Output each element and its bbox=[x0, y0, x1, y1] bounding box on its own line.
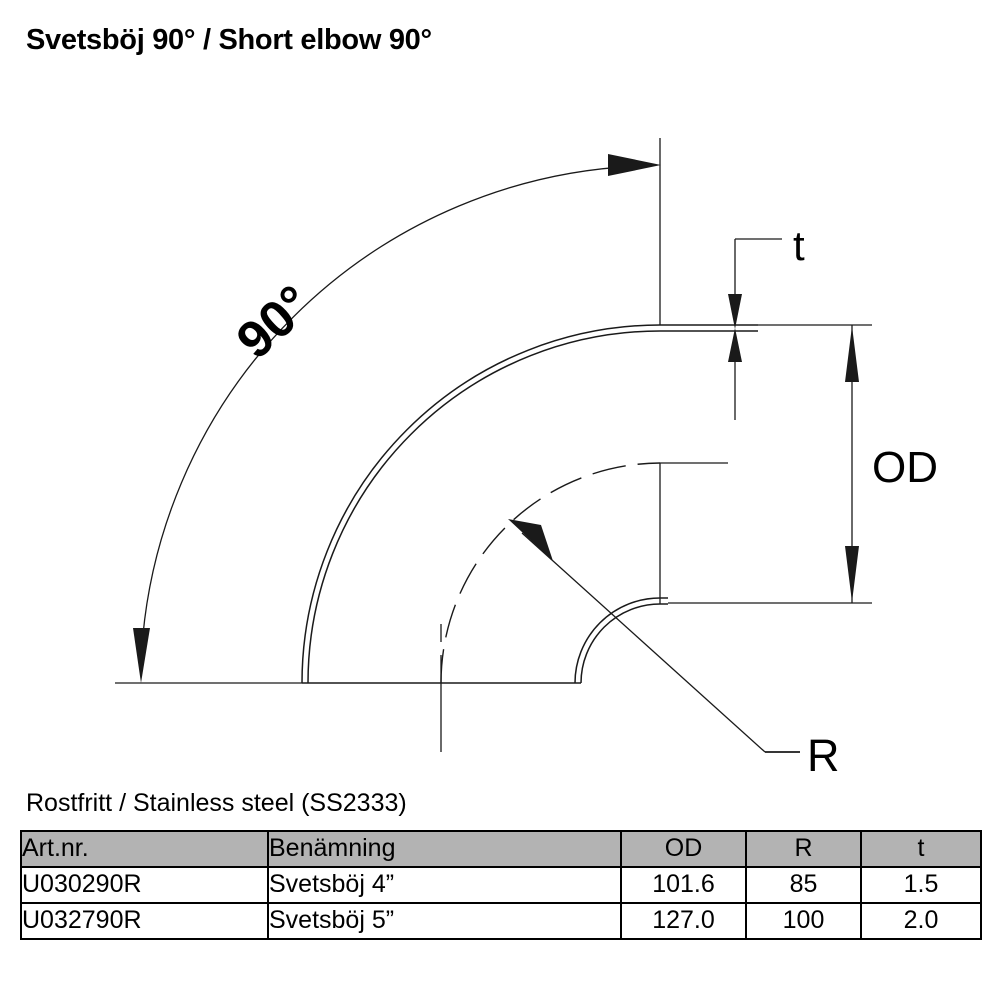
table-header-row: Art.nr. Benämning OD R t bbox=[20, 830, 982, 868]
cell-t: 2.0 bbox=[860, 902, 982, 940]
elbow-outer-wall bbox=[301, 324, 661, 684]
t-dimension bbox=[728, 238, 782, 420]
elbow-right-face bbox=[660, 324, 758, 605]
od-dimension bbox=[845, 325, 859, 603]
column-header-t: t bbox=[860, 830, 982, 868]
column-header-r: R bbox=[745, 830, 862, 868]
cell-od: 101.6 bbox=[620, 866, 747, 904]
cell-t: 1.5 bbox=[860, 866, 982, 904]
elbow-throat-wall bbox=[574, 597, 661, 684]
cell-art: U030290R bbox=[20, 866, 269, 904]
elbow-technical-drawing: 90° OD t R bbox=[115, 138, 938, 781]
column-header-art: Art.nr. bbox=[20, 830, 269, 868]
column-header-od: OD bbox=[620, 830, 747, 868]
r-label: R bbox=[807, 730, 840, 781]
dimension-extension-lines bbox=[668, 324, 872, 604]
cell-art: U032790R bbox=[20, 902, 269, 940]
cell-od: 127.0 bbox=[620, 902, 747, 940]
angle-dimension-arc bbox=[133, 154, 661, 683]
specification-table: Art.nr. Benämning OD R t U030290R Svetsb… bbox=[20, 830, 982, 940]
r-dimension-leader bbox=[508, 519, 800, 753]
page-title: Svetsböj 90° / Short elbow 90° bbox=[26, 24, 432, 56]
bend-radius-centerline-arc bbox=[440, 462, 661, 684]
angle-label: 90° bbox=[226, 275, 323, 371]
material-heading: Rostfritt / Stainless steel (SS2333) bbox=[26, 789, 407, 817]
od-label: OD bbox=[872, 443, 938, 492]
cell-ben: Svetsböj 5” bbox=[267, 902, 622, 940]
t-label: t bbox=[793, 222, 805, 269]
cell-ben: Svetsböj 4” bbox=[267, 866, 622, 904]
table-row[interactable]: U030290R Svetsböj 4” 101.6 85 1.5 bbox=[20, 866, 982, 904]
cell-r: 100 bbox=[745, 902, 862, 940]
cell-r: 85 bbox=[745, 866, 862, 904]
table-row[interactable]: U032790R Svetsböj 5” 127.0 100 2.0 bbox=[20, 902, 982, 940]
column-header-ben: Benämning bbox=[267, 830, 622, 868]
